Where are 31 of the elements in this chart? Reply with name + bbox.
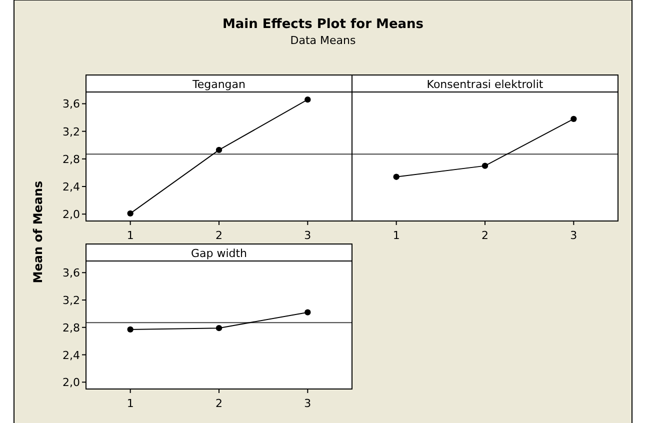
y-axis-title: Mean of Means [31, 180, 45, 284]
chart-title: Gap width [190, 247, 248, 260]
y-tick-label: 2,8 [62, 152, 80, 166]
y-tick-label: 2,0 [62, 376, 80, 390]
chart-title: Konsentrasi elektrolit [426, 78, 544, 91]
point [216, 324, 222, 332]
y-tick-label: 3,6 [62, 266, 80, 280]
y-tick-label: 2,4 [62, 180, 80, 194]
point [127, 210, 134, 216]
x-tick-label: 3 [304, 397, 312, 410]
text: Main Effects Plot for Means [222, 17, 424, 32]
x-tick-label: 2 [216, 397, 222, 410]
y-tick-label: 3,2 [62, 294, 80, 308]
y-tick-label: 3,2 [62, 125, 80, 138]
y-tick-label: 2,8 [62, 321, 80, 334]
text: Data Means [290, 34, 356, 47]
point [216, 146, 222, 154]
x-tick-label: 2 [216, 229, 222, 242]
x-tick-label: 1 [126, 229, 134, 242]
point [304, 309, 311, 316]
x-tick-label: 2 [482, 229, 488, 242]
y-tick-label: 2,0 [62, 208, 80, 222]
x-tick-label: 3 [570, 229, 578, 242]
chart-title: Tegangan [191, 78, 246, 91]
x-tick-label: 3 [304, 229, 312, 242]
y-tick-label: 3,6 [62, 98, 80, 111]
x-tick-label: 1 [392, 229, 400, 242]
point [127, 326, 134, 333]
point [304, 96, 311, 103]
y-tick-label: 2,4 [62, 348, 80, 362]
x-tick-label: 1 [126, 397, 134, 410]
